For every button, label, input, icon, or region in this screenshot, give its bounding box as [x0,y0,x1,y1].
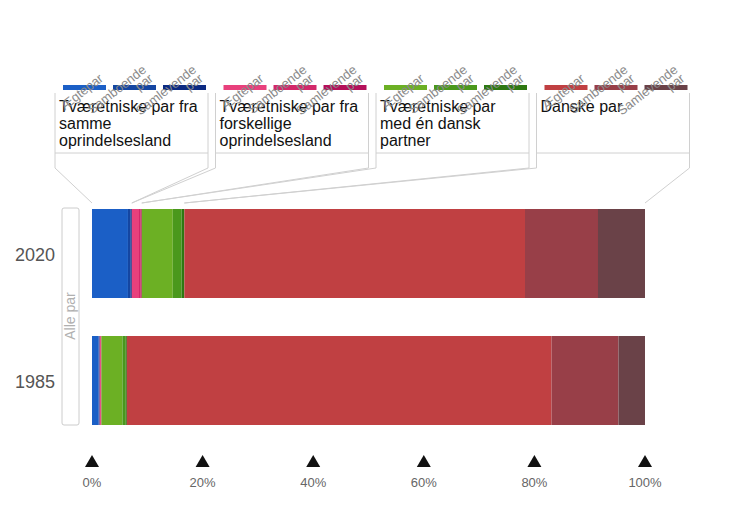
bar-segment [618,336,645,425]
bar-segment [141,209,142,298]
x-tick [85,455,99,467]
legend-connector [132,153,216,203]
bar-segment [101,336,122,425]
bar-segment [131,209,132,298]
bar-segment [552,336,619,425]
x-tick-label: 80% [521,475,547,490]
legend-connector [184,153,529,203]
bar-segment [126,336,127,425]
bar-segment [92,209,128,298]
legend-group-label: Tværetniske par frasammeoprindelsesland [59,98,198,149]
x-tick-label: 0% [83,475,102,490]
bar-segment [142,209,173,298]
bar-segment [122,336,125,425]
bar-segment [127,336,552,425]
bars [92,209,645,425]
bar-segment [99,336,101,425]
legend-connector [55,153,92,203]
chart: Alle par 2020 1985 0% 20% 40% 60% 80% 100% Tværet… [0,0,733,512]
x-tick-label: 40% [300,475,326,490]
y-axis-label: Alle par [62,292,78,340]
bar-segment [128,209,131,298]
legend-label: Samlevendepar [133,61,206,126]
bar-segment [182,209,185,298]
legend-connector [645,153,690,203]
y-label-box [62,208,79,425]
legend-label: Samboendepar [85,61,157,125]
x-tick [638,455,652,467]
bar-segment [100,336,101,425]
bar-segment [598,209,645,298]
x-tick [417,455,431,467]
bar-segment [139,209,141,298]
legend-label: Samlevendepar [293,61,366,126]
x-tick [306,455,320,467]
legend-group-label: Tværetniske par fraforskelligeoprindelse… [220,98,359,149]
x-tick-label: 60% [411,475,437,490]
x-tick [527,455,541,467]
legend-label: Samlevendepar [454,61,527,126]
legend-label: Samboendepar [245,61,317,125]
x-tick-label: 100% [628,475,662,490]
bar-segment [98,336,100,425]
category-label: 2020 [15,245,55,265]
bar-segment [184,209,525,298]
bar-segment [92,336,99,425]
legend-label: Samboendepar [566,61,638,125]
bar-segment [173,209,182,298]
bar-segment [525,209,598,298]
legend-label: Samboendepar [406,61,478,125]
x-tick [196,455,210,467]
legend-connector [132,153,208,203]
category-label: 1985 [15,372,55,392]
x-tick-label: 20% [190,475,216,490]
legend-connector [184,153,536,203]
legend-label: Samlevendepar [614,61,687,126]
bar-segment [132,209,139,298]
